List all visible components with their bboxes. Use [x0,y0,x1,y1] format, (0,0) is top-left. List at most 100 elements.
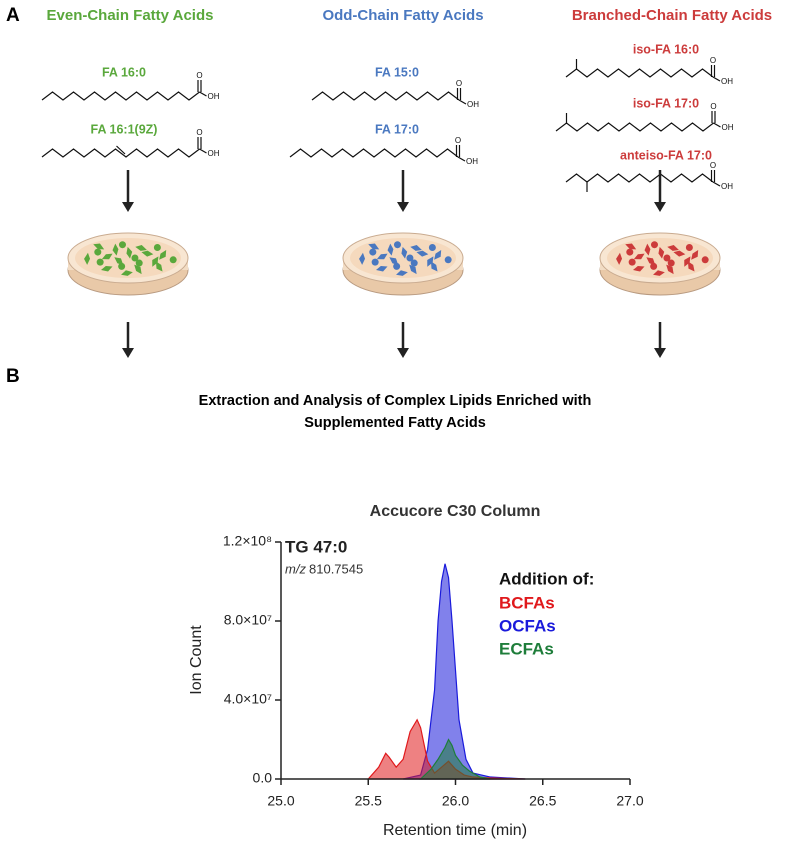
cell [616,252,623,265]
cell [375,265,388,272]
cell [444,256,452,264]
cell [387,243,394,256]
cell [112,243,119,256]
mz-prefix: m/z [285,561,306,576]
x-tick-label: 25.0 [267,793,294,809]
y-tick-label: 0.0 [253,770,273,786]
atom-label: O [196,71,202,80]
hydroxyl-bond [199,91,207,97]
mz-value: 810.7545 [309,561,363,576]
cell [135,244,147,251]
cell [701,256,709,264]
cell [650,262,658,270]
arrow-head [654,202,666,212]
cell [371,258,379,266]
cell [376,253,388,260]
cell [416,250,429,257]
y-tick-label: 8.0×10⁷ [224,612,272,628]
cell [126,246,133,259]
atom-label: OH [467,100,479,109]
cell [100,265,113,272]
atom-label: OH [722,123,734,132]
panel-title: Extraction and Analysis of Complex Lipid… [199,393,592,409]
cell [409,264,417,275]
hydroxyl-bond [199,148,207,154]
compound-name: iso-FA 16:0 [633,42,699,56]
cell [691,250,699,260]
cell [632,265,645,272]
cell [369,248,377,256]
cell [118,262,126,270]
legend-entry: BCFAs [499,593,555,612]
y-axis-label: Ion Count [188,625,205,695]
compound-name: FA 16:1(9Z) [91,122,158,136]
atom-label: O [455,136,461,145]
cell [93,243,105,250]
cell [625,243,637,250]
peak-area [419,738,491,780]
cell [84,252,91,265]
cell [673,250,686,257]
cell [368,243,380,250]
cell [628,258,636,266]
y-tick-label: 1.2×10⁸ [223,533,272,549]
column-title: Even-Chain Fatty Acids [47,7,214,24]
chain-bond [565,173,714,183]
hydroxyl-bond [712,181,721,187]
compound-name: FA 17:0 [375,122,419,136]
cell [434,250,442,260]
cell [152,256,159,267]
cell [626,248,634,256]
cell [155,261,163,272]
cell [667,244,679,251]
hydroxyl-bond [457,156,466,162]
atom-label: OH [208,149,220,158]
cell [658,246,665,259]
x-axis-label: Retention time (min) [383,822,527,839]
cell [94,248,102,256]
x-tick-label: 26.5 [529,793,556,809]
atom-label: O [710,102,716,111]
arrow-head [654,348,666,358]
panel-title: Supplemented Fatty Acids [304,415,486,431]
atom-label: OH [208,92,220,101]
atom-label: OH [721,77,733,86]
column-title: Branched-Chain Fatty Acids [572,7,772,24]
cell [359,252,366,265]
arrow-head [122,202,134,212]
cell [667,259,675,267]
atom-label: O [196,128,202,137]
cell [650,241,658,249]
column-title: Odd-Chain Fatty Acids [322,7,483,24]
cell [410,259,418,267]
double-bond [116,145,126,155]
chain-bond [41,91,200,101]
cell [428,243,436,251]
compound-name: FA 15:0 [375,65,419,79]
chain-bond [311,91,460,101]
annotation: TG 47:0 [285,537,347,556]
x-tick-label: 25.5 [355,793,382,809]
cell [169,256,177,264]
peak-area [403,563,526,780]
cell [653,270,665,276]
x-tick-label: 27.0 [616,793,643,809]
cell [153,243,161,251]
cell [644,243,651,256]
cell [410,244,422,251]
arrow-head [122,348,134,358]
cell [633,253,645,260]
chart-title: Accucore C30 Column [370,503,541,520]
atom-label: OH [721,182,733,191]
cell [118,241,126,249]
arrow-head [397,348,409,358]
cell [393,241,401,249]
atom-label: OH [466,157,478,166]
cell [687,261,695,272]
cell [430,261,438,272]
cell [121,270,133,276]
panel-label: A [6,5,20,26]
legend-title: Addition of: [499,569,594,588]
panel-label: B [6,366,20,387]
